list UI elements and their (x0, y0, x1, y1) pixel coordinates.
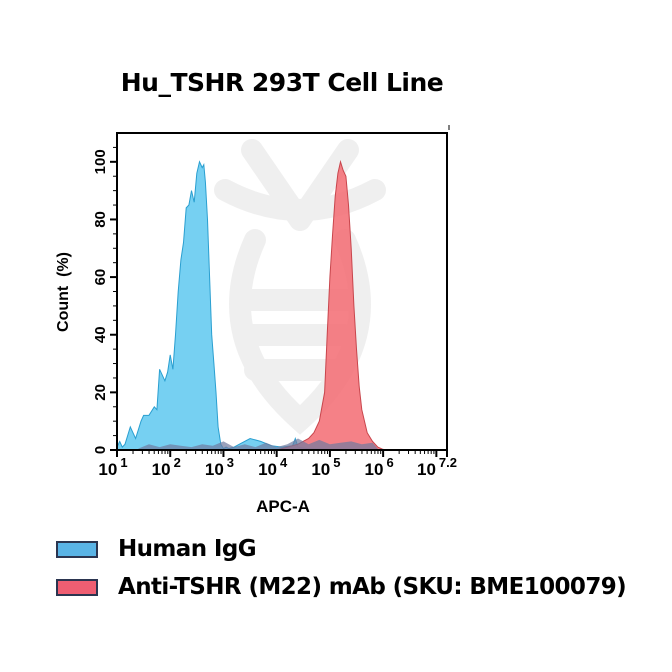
legend-item-human-igg: Human IgG (56, 530, 626, 568)
x-tick-label: 10 6 (365, 455, 394, 479)
y-tick-label: 20 (92, 384, 109, 401)
x-tick-label: 10 5 (311, 455, 340, 479)
y-tick-label: 100 (92, 149, 109, 174)
y-tick-label: 60 (92, 269, 109, 286)
x-axis-label: APC-A (256, 497, 310, 516)
x-tick-label: 10 3 (205, 455, 234, 479)
legend-item-anti-tshr: Anti-TSHR (M22) mAb (SKU: BME100079) (56, 568, 627, 606)
legend-swatch-blue (56, 540, 98, 558)
chart-title: Hu_TSHR 293T Cell Line (120, 68, 444, 97)
histogram-series (116, 159, 447, 451)
legend-label: Human IgG (118, 536, 257, 562)
legend: Human IgG Anti-TSHR (M22) mAb (SKU: BME1… (56, 530, 627, 606)
y-tick-label: 0 (92, 446, 109, 454)
y-tick-label: 40 (92, 326, 109, 343)
x-tick-label: 10 1 (98, 455, 127, 479)
axes: 0 20 40 60 80 100 10 1 10 2 10 3 10 4 10 5 10 6 10 7.2 (92, 125, 457, 479)
series-baseline-overlay (138, 438, 378, 450)
x-tick-label: 10 4 (258, 455, 288, 479)
y-axis-label: Count (%) (55, 252, 72, 332)
legend-label: Anti-TSHR (M22) mAb (SKU: BME100079) (118, 574, 627, 600)
x-tick-label: 10 2 (152, 455, 181, 479)
legend-swatch-red (56, 578, 98, 596)
y-tick-label: 80 (92, 211, 109, 228)
x-tick-label: 10 7.2 (417, 455, 457, 479)
